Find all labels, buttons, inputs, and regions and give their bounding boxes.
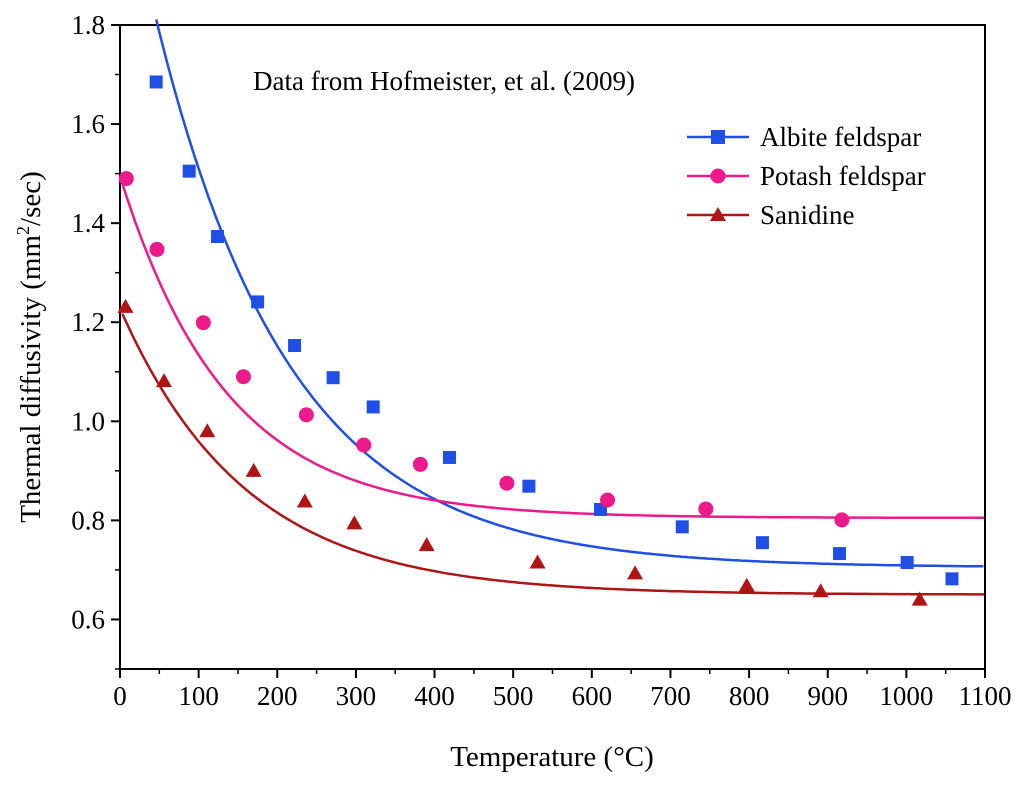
x-tick-label-100: 100 — [178, 681, 219, 711]
point-1-0 — [118, 171, 134, 187]
point-0-4 — [288, 339, 302, 353]
point-0-2 — [211, 230, 225, 244]
x-tick-label-900: 900 — [807, 681, 848, 711]
point-2-11 — [911, 591, 928, 606]
x-tick-label-300: 300 — [336, 681, 377, 711]
x-tick-label-400: 400 — [414, 681, 455, 711]
legend-label-sanidine: Sanidine — [760, 200, 855, 230]
point-2-3 — [245, 462, 262, 477]
x-tick-label-0: 0 — [113, 681, 127, 711]
y-axis-title-superscript: 2 — [13, 226, 33, 235]
point-2-10 — [812, 583, 829, 598]
point-1-1 — [149, 241, 165, 257]
y-axis-title-main: Thermal diffusivity (mm — [15, 235, 47, 523]
x-tick-label-200: 200 — [257, 681, 298, 711]
x-tick-label-500: 500 — [493, 681, 534, 711]
legend: Albite feldspar Potash feldspar Sanidine — [687, 122, 926, 230]
x-tick-label-600: 600 — [572, 681, 613, 711]
fit-curve-0 — [154, 19, 984, 568]
point-0-8 — [522, 479, 536, 493]
point-0-0 — [149, 75, 163, 89]
point-1-3 — [235, 369, 251, 385]
legend-marker-sanidine — [710, 207, 726, 221]
y-tick-label-5: 1.6 — [71, 109, 105, 139]
legend-item-potash: Potash feldspar — [687, 161, 926, 191]
point-2-6 — [418, 537, 435, 552]
point-1-4 — [298, 407, 314, 423]
point-0-13 — [900, 555, 914, 569]
point-2-9 — [738, 577, 755, 592]
point-1-2 — [195, 315, 211, 331]
y-tick-label-1: 0.8 — [71, 505, 105, 535]
x-tick-label-1100: 1100 — [959, 681, 1012, 711]
x-tick-label-700: 700 — [650, 681, 691, 711]
point-0-1 — [182, 164, 196, 178]
point-1-7 — [499, 475, 515, 491]
legend-item-sanidine: Sanidine — [687, 200, 855, 230]
point-0-3 — [251, 295, 265, 309]
point-1-6 — [412, 456, 428, 472]
y-axis-title-end: /sec) — [15, 171, 47, 226]
point-2-7 — [529, 554, 546, 569]
y-tick-label-0: 0.6 — [71, 604, 105, 634]
point-1-8 — [600, 492, 616, 508]
fit-curve-2 — [121, 313, 985, 596]
x-axis-ticks: 0 100 200 300 400 500 600 700 800 900 1000 1100 — [113, 669, 1012, 711]
point-2-1 — [156, 373, 173, 388]
legend-label-albite: Albite feldspar — [760, 122, 921, 152]
y-axis-title: Thermal diffusivity (mm2/sec) — [13, 171, 47, 523]
data-points — [117, 75, 959, 606]
point-1-5 — [356, 437, 372, 453]
point-0-14 — [945, 572, 959, 586]
point-1-10 — [834, 512, 850, 528]
y-tick-label-4: 1.4 — [71, 208, 105, 238]
chart-annotation: Data from Hofmeister, et al. (2009) — [253, 66, 635, 96]
point-2-8 — [627, 565, 644, 580]
y-axis-ticks: 0.6 0.8 1.0 1.2 1.4 1.6 1.8 — [71, 10, 120, 670]
point-0-10 — [675, 520, 689, 534]
point-2-5 — [346, 515, 363, 530]
point-0-6 — [366, 400, 380, 414]
point-0-12 — [833, 547, 847, 561]
x-tick-label-1000: 1000 — [879, 681, 933, 711]
y-tick-label-6: 1.8 — [71, 10, 105, 40]
point-2-0 — [117, 298, 134, 313]
x-tick-label-800: 800 — [729, 681, 770, 711]
y-tick-label-3: 1.2 — [71, 307, 105, 337]
point-2-2 — [199, 423, 216, 438]
y-tick-label-2: 1.0 — [71, 406, 105, 436]
point-0-11 — [755, 536, 769, 550]
legend-marker-albite — [711, 130, 725, 144]
legend-marker-potash — [710, 168, 726, 184]
legend-label-potash: Potash feldspar — [760, 161, 926, 191]
legend-item-albite: Albite feldspar — [687, 122, 921, 152]
point-2-4 — [296, 493, 313, 508]
x-axis-title: Temperature (°C) — [450, 741, 654, 773]
point-1-9 — [698, 501, 714, 517]
point-0-5 — [326, 371, 340, 385]
point-0-7 — [442, 450, 456, 464]
